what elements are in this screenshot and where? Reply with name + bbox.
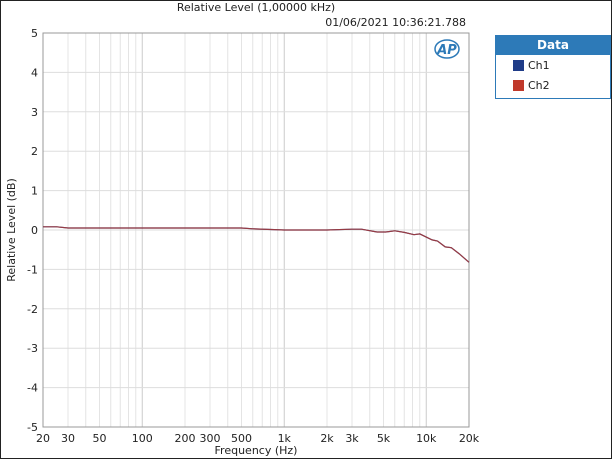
y-tick-label: -1: [27, 263, 38, 276]
legend-swatch: [513, 79, 524, 91]
legend-item-ch2[interactable]: Ch2: [496, 75, 610, 95]
plot-area: [42, 32, 470, 428]
y-tick-label: 2: [31, 145, 38, 158]
x-tick-label: 50: [93, 432, 107, 445]
x-tick-label: 100: [132, 432, 153, 445]
y-tick-label: 1: [31, 185, 38, 198]
x-tick-label: 20k: [459, 432, 480, 445]
series-line-ch2: [43, 226, 470, 263]
x-tick-label: 5k: [377, 432, 391, 445]
legend-label: Ch2: [528, 78, 550, 92]
x-tick-label: 300: [200, 432, 221, 445]
y-tick-label: -5: [27, 421, 38, 434]
y-tick-label: 3: [31, 106, 38, 119]
legend-label: Ch1: [528, 58, 550, 72]
ap-logo: AP: [434, 39, 460, 59]
y-tick-label: -4: [27, 382, 38, 395]
legend-item-ch1[interactable]: Ch1: [496, 55, 610, 75]
y-tick-label: 0: [31, 224, 38, 237]
y-tick-label: 5: [31, 27, 38, 40]
chart-title: Relative Level (1,00000 kHz): [177, 1, 335, 14]
x-tick-label: 30: [61, 432, 75, 445]
timestamp: 01/06/2021 10:36:21.788: [325, 16, 466, 29]
legend: Data Ch1 Ch2: [495, 35, 611, 99]
legend-swatch: [513, 59, 524, 71]
x-tick-label: 2k: [320, 432, 334, 445]
svg-text:AP: AP: [436, 43, 457, 58]
x-tick-label: 500: [231, 432, 252, 445]
x-tick-label: 20: [36, 432, 50, 445]
y-tick-label: 4: [31, 66, 38, 79]
x-axis-label: Frequency (Hz): [215, 444, 298, 457]
x-tick-label: 1k: [278, 432, 292, 445]
y-tick-label: -3: [27, 342, 38, 355]
x-tick-label: 3k: [345, 432, 359, 445]
legend-title: Data: [496, 36, 610, 55]
x-tick-label: 10k: [416, 432, 437, 445]
x-tick-label: 200: [175, 432, 196, 445]
y-axis-label: Relative Level (dB): [5, 178, 18, 282]
y-tick-label: -2: [27, 303, 38, 316]
